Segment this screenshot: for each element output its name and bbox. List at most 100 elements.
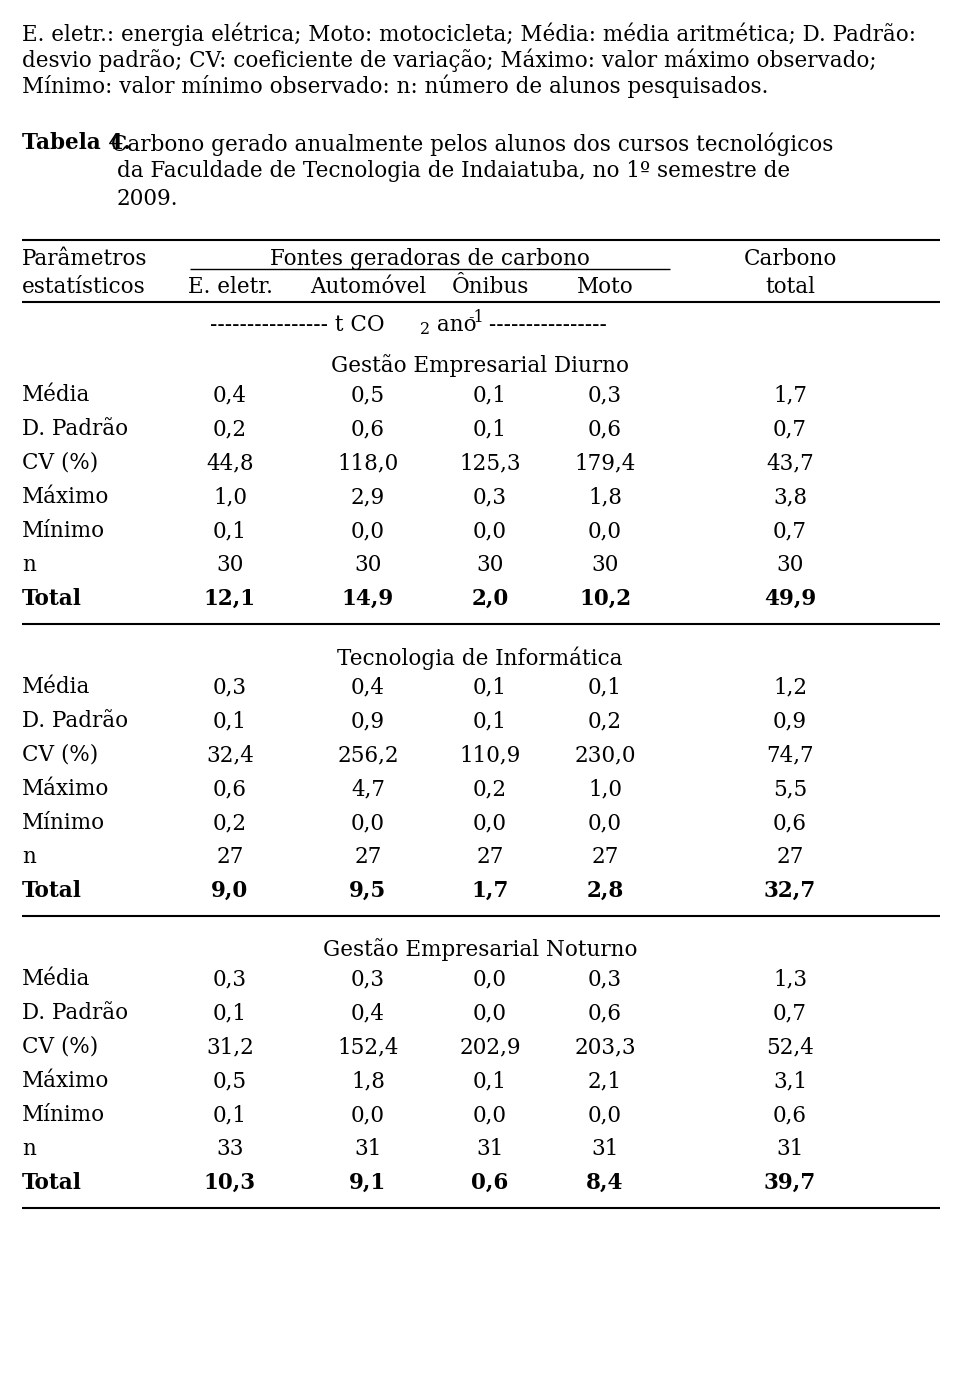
- Text: Parâmetros: Parâmetros: [22, 247, 148, 270]
- Text: 31,2: 31,2: [206, 1036, 254, 1058]
- Text: Total: Total: [22, 1172, 82, 1194]
- Text: 0,0: 0,0: [473, 1002, 507, 1023]
- Text: 27: 27: [591, 846, 618, 868]
- Text: 10,2: 10,2: [579, 589, 631, 610]
- Text: E. eletr.: E. eletr.: [187, 275, 273, 298]
- Text: Carbono gerado anualmente pelos alunos dos cursos tecnológicos: Carbono gerado anualmente pelos alunos d…: [104, 131, 833, 155]
- Text: CV (%): CV (%): [22, 1036, 98, 1058]
- Text: ----------------: ----------------: [482, 315, 607, 336]
- Text: Carbono: Carbono: [743, 247, 837, 270]
- Text: Total: Total: [22, 879, 82, 902]
- Text: 0,6: 0,6: [588, 1002, 622, 1023]
- Text: Média: Média: [22, 967, 90, 990]
- Text: 203,3: 203,3: [574, 1036, 636, 1058]
- Text: estatísticos: estatísticos: [22, 275, 146, 298]
- Text: 14,9: 14,9: [342, 589, 395, 610]
- Text: 2: 2: [420, 322, 430, 338]
- Text: Máximo: Máximo: [22, 1069, 109, 1092]
- Text: 8,4: 8,4: [587, 1172, 624, 1194]
- Text: 1,0: 1,0: [588, 779, 622, 800]
- Text: Tabela 4.: Tabela 4.: [22, 131, 131, 154]
- Text: 3,8: 3,8: [773, 487, 807, 507]
- Text: 152,4: 152,4: [337, 1036, 398, 1058]
- Text: Gestão Empresarial Noturno: Gestão Empresarial Noturno: [323, 938, 637, 960]
- Text: 0,4: 0,4: [213, 384, 247, 405]
- Text: 0,3: 0,3: [351, 967, 385, 990]
- Text: 0,6: 0,6: [588, 418, 622, 440]
- Text: 30: 30: [777, 554, 804, 576]
- Text: 0,6: 0,6: [351, 418, 385, 440]
- Text: 1,0: 1,0: [213, 487, 247, 507]
- Text: 0,7: 0,7: [773, 1002, 807, 1023]
- Text: 27: 27: [354, 846, 382, 868]
- Text: 30: 30: [216, 554, 244, 576]
- Text: CV (%): CV (%): [22, 744, 98, 766]
- Text: 5,5: 5,5: [773, 779, 807, 800]
- Text: Mínimo: Mínimo: [22, 812, 106, 835]
- Text: 31: 31: [591, 1138, 618, 1160]
- Text: 0,5: 0,5: [213, 1069, 247, 1092]
- Text: 30: 30: [354, 554, 382, 576]
- Text: D. Padrão: D. Padrão: [22, 1002, 128, 1023]
- Text: 0,2: 0,2: [473, 779, 507, 800]
- Text: 0,0: 0,0: [473, 520, 507, 542]
- Text: 30: 30: [476, 554, 504, 576]
- Text: Mínimo: Mínimo: [22, 520, 106, 542]
- Text: 202,9: 202,9: [459, 1036, 521, 1058]
- Text: 0,1: 0,1: [213, 1104, 247, 1125]
- Text: 0,7: 0,7: [773, 418, 807, 440]
- Text: 0,1: 0,1: [473, 677, 507, 698]
- Text: 0,6: 0,6: [471, 1172, 509, 1194]
- Text: 179,4: 179,4: [574, 452, 636, 474]
- Text: 0,1: 0,1: [213, 520, 247, 542]
- Text: 118,0: 118,0: [337, 452, 398, 474]
- Text: 0,6: 0,6: [773, 812, 807, 835]
- Text: 230,0: 230,0: [574, 744, 636, 766]
- Text: 0,5: 0,5: [351, 384, 385, 405]
- Text: 43,7: 43,7: [766, 452, 814, 474]
- Text: 0,1: 0,1: [213, 710, 247, 733]
- Text: 32,7: 32,7: [764, 879, 816, 902]
- Text: 2,1: 2,1: [588, 1069, 622, 1092]
- Text: 125,3: 125,3: [459, 452, 521, 474]
- Text: 0,1: 0,1: [473, 1069, 507, 1092]
- Text: -1: -1: [468, 309, 484, 326]
- Text: 0,3: 0,3: [473, 487, 507, 507]
- Text: da Faculdade de Tecnologia de Indaiatuba, no 1º semestre de: da Faculdade de Tecnologia de Indaiatuba…: [117, 159, 790, 182]
- Text: 0,3: 0,3: [588, 384, 622, 405]
- Text: 1,8: 1,8: [351, 1069, 385, 1092]
- Text: 31: 31: [476, 1138, 504, 1160]
- Text: 0,9: 0,9: [351, 710, 385, 733]
- Text: Automóvel: Automóvel: [310, 275, 426, 298]
- Text: Média: Média: [22, 384, 90, 405]
- Text: 49,9: 49,9: [764, 589, 816, 610]
- Text: ano: ano: [430, 315, 476, 336]
- Text: 4,7: 4,7: [351, 779, 385, 800]
- Text: n: n: [22, 1138, 36, 1160]
- Text: 9,1: 9,1: [349, 1172, 387, 1194]
- Text: Média: Média: [22, 677, 90, 698]
- Text: 27: 27: [777, 846, 804, 868]
- Text: 0,1: 0,1: [473, 418, 507, 440]
- Text: 256,2: 256,2: [337, 744, 398, 766]
- Text: 0,9: 0,9: [773, 710, 807, 733]
- Text: 44,8: 44,8: [206, 452, 253, 474]
- Text: n: n: [22, 846, 36, 868]
- Text: 9,0: 9,0: [211, 879, 249, 902]
- Text: Máximo: Máximo: [22, 487, 109, 507]
- Text: 32,4: 32,4: [206, 744, 254, 766]
- Text: 0,2: 0,2: [588, 710, 622, 733]
- Text: 31: 31: [354, 1138, 382, 1160]
- Text: n: n: [22, 554, 36, 576]
- Text: 12,1: 12,1: [204, 589, 256, 610]
- Text: 0,3: 0,3: [213, 967, 247, 990]
- Text: total: total: [765, 275, 815, 298]
- Text: 27: 27: [476, 846, 504, 868]
- Text: 0,1: 0,1: [588, 677, 622, 698]
- Text: 2,8: 2,8: [587, 879, 624, 902]
- Text: 1,7: 1,7: [773, 384, 807, 405]
- Text: Gestão Empresarial Diurno: Gestão Empresarial Diurno: [331, 354, 629, 377]
- Text: 0,0: 0,0: [588, 1104, 622, 1125]
- Text: Tecnologia de Informática: Tecnologia de Informática: [337, 646, 623, 670]
- Text: 27: 27: [216, 846, 244, 868]
